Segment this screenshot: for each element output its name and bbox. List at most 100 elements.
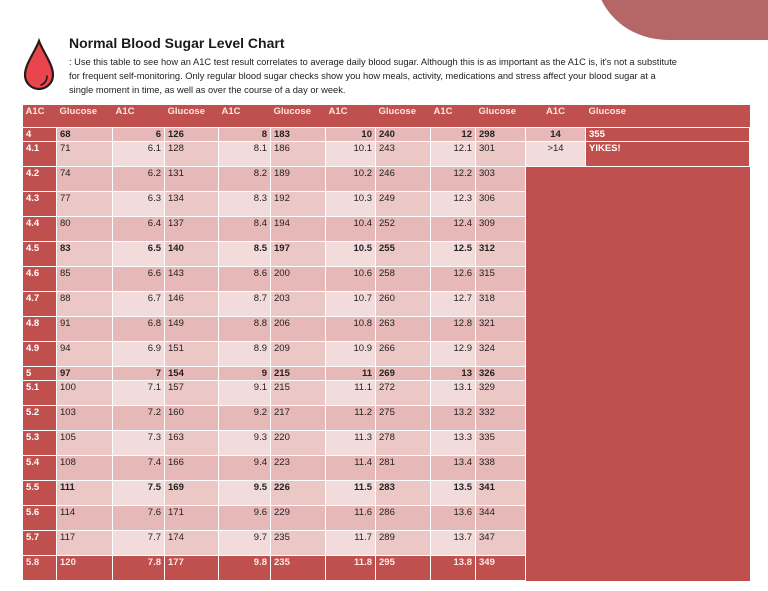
glucose-cell: 169 [164,480,219,506]
a1c-cell: 9 [218,366,271,381]
a1c-cell: 10.1 [325,141,376,167]
glucose-cell: 140 [164,241,219,267]
a1c-cell: 10.7 [325,291,376,317]
glucose-cell: 217 [270,405,326,431]
glucose-cell: 183 [270,127,326,142]
glucose-cell: 94 [56,341,113,367]
glucose-cell: 295 [375,555,431,581]
a1c-cell: 8 [218,127,271,142]
a1c-cell: 4.4 [22,216,57,242]
header-a1c: A1C [22,105,57,128]
glucose-cell: 77 [56,191,113,217]
glucose-cell: 243 [375,141,431,167]
header-a1c: A1C [218,105,271,128]
a1c-cell: 9.2 [218,405,271,431]
a1c-cell: 10.8 [325,316,376,342]
a1c-cell: 12.9 [430,341,476,367]
header-glucose: Glucose [375,105,431,128]
a1c-cell: 11.6 [325,505,376,531]
a1c-cell: 6.8 [112,316,165,342]
header-glucose: Glucose [56,105,113,128]
a1c-cell: 9.8 [218,555,271,581]
table-row: 4 68 6 126 8 183 10 240 12 298 14 355 [22,127,750,142]
a1c-cell: 4.8 [22,316,57,342]
table-row: 4.3 77 6.3 134 8.3 192 10.3 249 12.3 306 [22,191,750,217]
a1c-cell: 12.2 [430,166,476,192]
glucose-cell: 226 [270,480,326,506]
a1c-cell: 8.4 [218,216,271,242]
glucose-cell: 203 [270,291,326,317]
glucose-cell: 154 [164,366,219,381]
a1c-cell: 4.3 [22,191,57,217]
a1c-cell: 8.6 [218,266,271,292]
glucose-cell: 134 [164,191,219,217]
glucose-cell: 166 [164,455,219,481]
glucose-cell: 246 [375,166,431,192]
a1c-cell: 7.2 [112,405,165,431]
header-a1c: A1C [112,105,165,128]
header-glucose: Glucose [270,105,326,128]
table-row: 5.8 120 7.8 177 9.8 235 11.8 295 13.8 349 [22,555,750,581]
table-row: 4.9 94 6.9 151 8.9 209 10.9 266 12.9 324 [22,341,750,367]
a1c-cell: 9.7 [218,530,271,556]
a1c-cell: 4.7 [22,291,57,317]
a1c-cell: 9.1 [218,380,271,406]
decorative-corner-shape [579,0,768,40]
a1c-cell: 5.3 [22,430,57,456]
a1c-cell: 11.8 [325,555,376,581]
a1c-cell: 12.4 [430,216,476,242]
glucose-cell: 192 [270,191,326,217]
table-row: 4.2 74 6.2 131 8.2 189 10.2 246 12.2 303 [22,166,750,581]
glucose-cell: 321 [475,316,526,342]
glucose-cell: 324 [475,341,526,367]
glucose-cell: 289 [375,530,431,556]
a1c-cell: 8.8 [218,316,271,342]
a1c-cell: 12.3 [430,191,476,217]
glucose-cell: 131 [164,166,219,192]
glucose-cell: 200 [270,266,326,292]
glucose-cell: 189 [270,166,326,192]
glucose-cell: 306 [475,191,526,217]
a1c-cell: 6 [112,127,165,142]
a1c-cell: 4.9 [22,341,57,367]
glucose-cell: 117 [56,530,113,556]
a1c-cell: 6.1 [112,141,165,167]
a1c-cell: 10 [325,127,376,142]
glucose-cell: 146 [164,291,219,317]
header-glucose: Glucose [585,105,750,128]
glucose-cell: 91 [56,316,113,342]
glucose-cell: 349 [475,555,526,581]
glucose-cell: 355 [585,127,750,142]
glucose-cell: 209 [270,341,326,367]
a1c-cell: 10.2 [325,166,376,192]
a1c-cell: 12.5 [430,241,476,267]
table-row: 5.4 108 7.4 166 9.4 223 11.4 281 13.4 338 [22,455,750,481]
glucose-cell: 171 [164,505,219,531]
a1c-cell: 5.8 [22,555,57,581]
glucose-cell: 338 [475,455,526,481]
a1c-cell: 6.5 [112,241,165,267]
a1c-cell: 12.8 [430,316,476,342]
a1c-cell: 11.3 [325,430,376,456]
glucose-cell: 272 [375,380,431,406]
a1c-cell: 9.3 [218,430,271,456]
description: : Use this table to see how an A1C test … [69,57,677,95]
glucose-cell: 303 [475,166,526,192]
a1c-cell: 10.4 [325,216,376,242]
a1c-cell: 4.1 [22,141,57,167]
header-a1c: A1C [430,105,476,128]
glucose-cell: 108 [56,455,113,481]
a1c-cell: 10.9 [325,341,376,367]
table-row: 5.5 111 7.5 169 9.5 226 11.5 283 13.5 341 [22,480,750,506]
glucose-cell: 85 [56,266,113,292]
glucose-cell: 174 [164,530,219,556]
glucose-cell: 260 [375,291,431,317]
a1c-cell: 5.6 [22,505,57,531]
a1c-cell: 7.3 [112,430,165,456]
header-glucose: Glucose [475,105,526,128]
a1c-cell: 11.5 [325,480,376,506]
glucose-cell: 215 [270,380,326,406]
a1c-cell: 4.5 [22,241,57,267]
glucose-cell: 194 [270,216,326,242]
a1c-cell: 11.2 [325,405,376,431]
